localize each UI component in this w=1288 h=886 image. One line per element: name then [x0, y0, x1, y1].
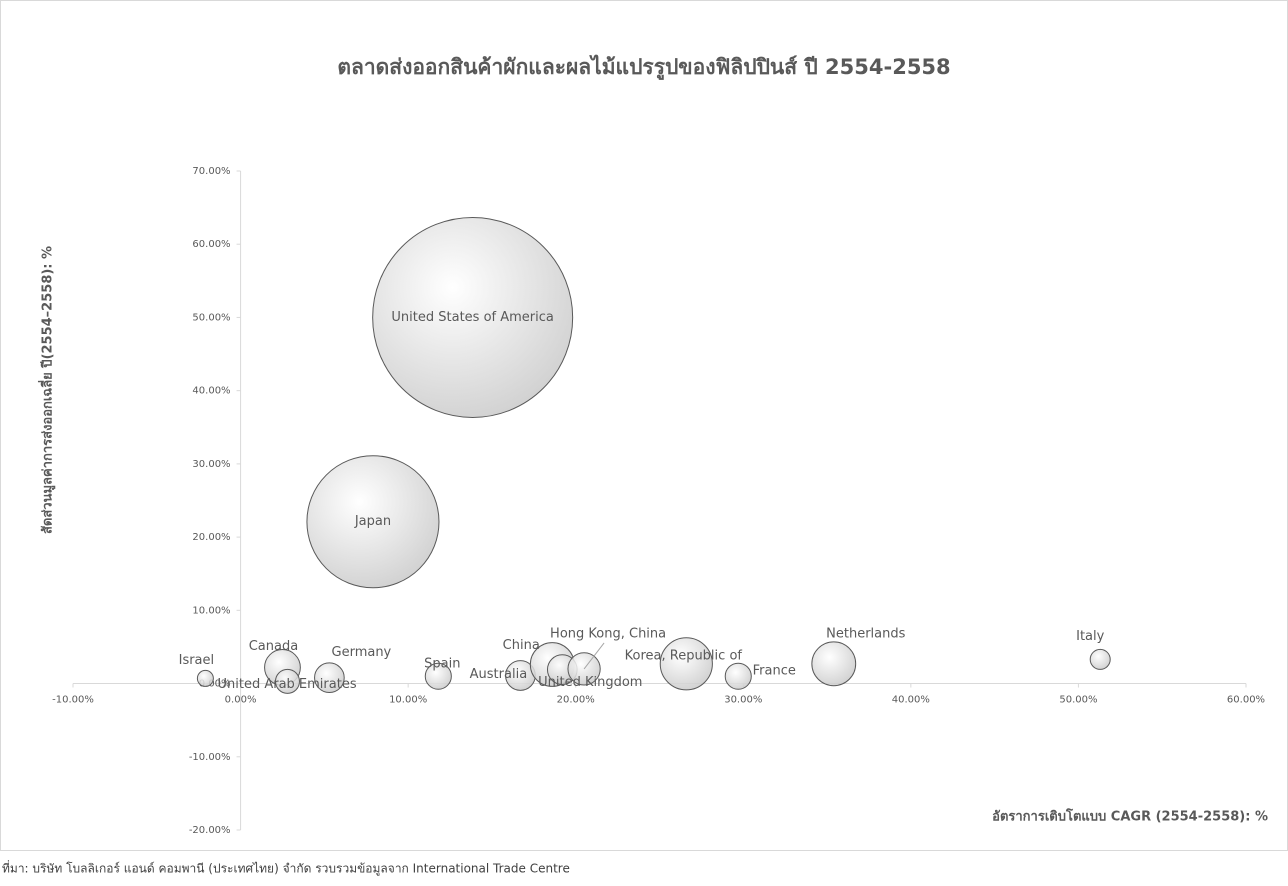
y-tick-label: 0.00%: [199, 679, 231, 690]
bubble: [274, 668, 300, 694]
x-tick-label: -10.00%: [52, 695, 94, 706]
y-tick-label: -20.00%: [189, 825, 231, 836]
x-tick-label: 30.00%: [724, 695, 762, 706]
bubble: [372, 216, 574, 418]
bubble: [659, 637, 713, 691]
y-tick-label: 40.00%: [192, 386, 230, 397]
bubble-label: Canada: [249, 639, 298, 654]
bubble-label: United Arab Emirates: [217, 677, 356, 692]
bubble-label: Spain: [424, 657, 460, 672]
bubble-label: Australia: [470, 667, 528, 682]
y-tick-label: 20.00%: [192, 532, 230, 543]
bubble-label: Israel: [179, 653, 215, 668]
bubble-label: China: [503, 638, 540, 653]
bubble-label: Italy: [1076, 629, 1105, 644]
bubble-label: Japan: [354, 514, 391, 529]
bubble-label: Korea, Republic of: [625, 648, 743, 663]
x-tick-label: 50.00%: [1059, 695, 1097, 706]
leader-line: [583, 642, 605, 670]
bubble: [811, 641, 857, 687]
x-tick-label: 0.00%: [225, 695, 257, 706]
chart-title: ตลาดส่งออกสินค้าผักและผลไม้แปรรูปของฟิลิ…: [337, 54, 950, 81]
bubble: [724, 662, 752, 690]
y-tick-label: 30.00%: [192, 459, 230, 470]
y-tick-label: -10.00%: [189, 752, 231, 763]
x-tick-label: 40.00%: [892, 695, 930, 706]
chart-frame: [0, 0, 1288, 851]
y-tick-label: 60.00%: [192, 239, 230, 250]
bubble-label: Hong Kong, China: [550, 626, 666, 641]
x-tick-label: 20.00%: [557, 695, 595, 706]
bubble: [196, 669, 214, 687]
source-note: ที่มา: บริษัท โบลลิเกอร์ แอนด์ คอมพานี (…: [2, 860, 570, 877]
bubble: [306, 455, 440, 589]
y-axis-title: สัดส่วนมูลค่าการส่งออกเฉลี่ย ปี(2554–255…: [38, 246, 56, 534]
bubble-label: Germany: [332, 645, 392, 660]
bubble-label: United Kingdom: [538, 675, 642, 690]
x-tick-label: 10.00%: [389, 695, 427, 706]
y-tick-label: 50.00%: [192, 312, 230, 323]
y-tick-label: 10.00%: [192, 605, 230, 616]
bubble-label: Netherlands: [826, 626, 905, 641]
y-tick-label: 70.00%: [192, 166, 230, 177]
bubble: [1089, 648, 1111, 670]
bubble-label: United States of America: [391, 310, 553, 325]
bubble-label: France: [753, 664, 796, 679]
bubble: [314, 662, 345, 694]
x-tick-label: 60.00%: [1227, 695, 1265, 706]
bubble: [424, 662, 452, 690]
x-axis-title: อัตราการเติบโตแบบ CAGR (2554-2558): %: [992, 808, 1268, 825]
